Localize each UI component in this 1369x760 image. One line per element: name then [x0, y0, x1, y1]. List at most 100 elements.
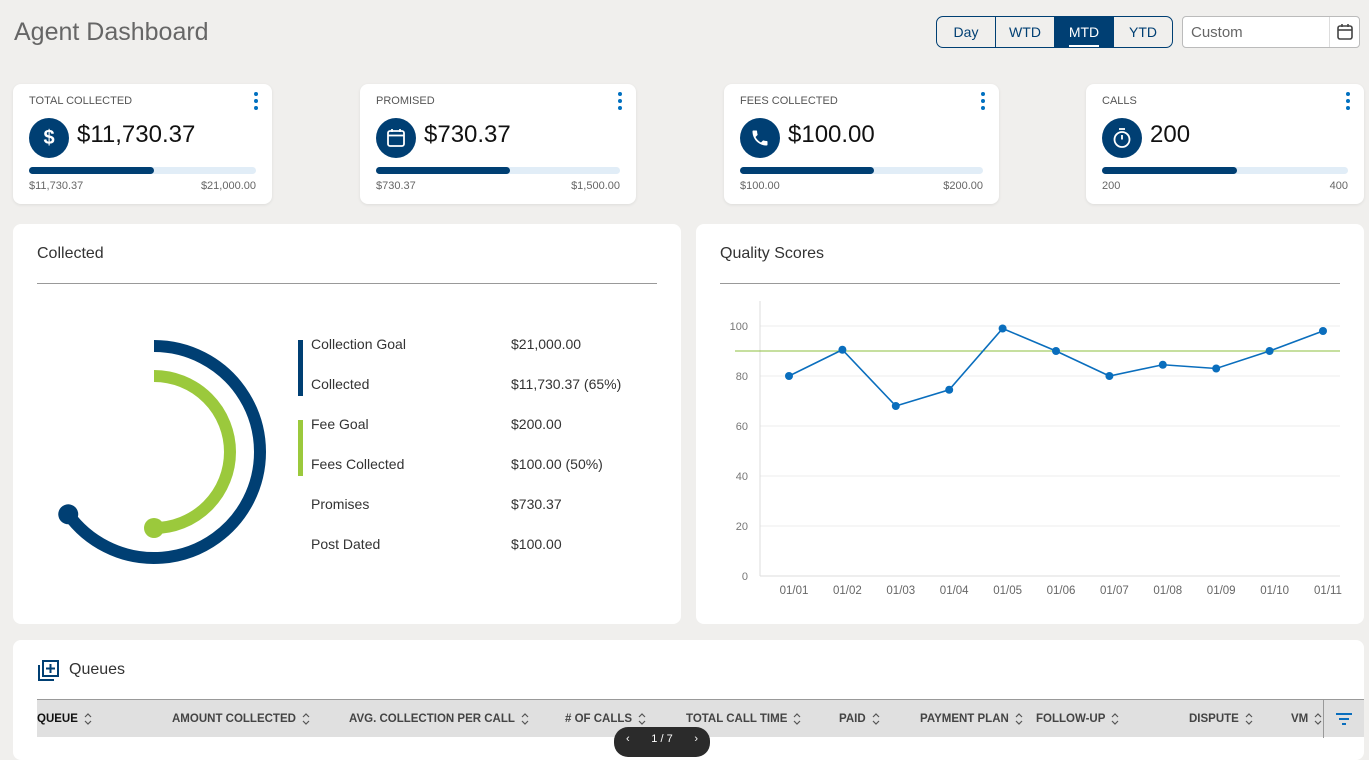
data-point[interactable] — [1158, 360, 1167, 369]
page-title: Agent Dashboard — [14, 18, 209, 46]
x-tick-label: 01/06 — [1047, 585, 1076, 597]
period-mtd[interactable]: MTD — [1055, 17, 1114, 47]
data-point[interactable] — [838, 345, 847, 354]
column-header-label: TOTAL CALL TIME — [686, 712, 788, 725]
column-header-label: DISPUTE — [1189, 712, 1239, 725]
legend-label: Fees Collected — [311, 456, 405, 472]
column-header[interactable]: TOTAL CALL TIME — [686, 700, 801, 737]
x-tick-label: 01/08 — [1153, 585, 1182, 597]
column-header[interactable]: QUEUE — [37, 700, 92, 737]
period-ytd[interactable]: YTD — [1129, 24, 1157, 40]
next-page-icon[interactable]: › — [694, 733, 698, 745]
more-options-icon[interactable] — [254, 92, 260, 110]
divider — [37, 283, 657, 284]
data-point[interactable] — [1265, 347, 1274, 355]
prev-page-icon[interactable]: ‹ — [626, 733, 630, 745]
more-options-icon[interactable] — [981, 92, 987, 110]
x-tick-label: 01/05 — [993, 585, 1022, 597]
collected-title: Collected — [37, 245, 104, 262]
y-tick-label: 60 — [736, 421, 748, 433]
data-point[interactable] — [945, 385, 954, 394]
y-tick-label: 80 — [736, 371, 748, 383]
kpi-card: TOTAL COLLECTED $ $11,730.37 $11,730.37 … — [13, 84, 272, 204]
fees-legend-bar — [298, 420, 303, 476]
column-header[interactable]: # OF CALLS — [565, 700, 646, 737]
fees-arc — [153, 370, 236, 534]
kpi-label: PROMISED — [376, 95, 435, 107]
sort-icon[interactable] — [1111, 712, 1119, 726]
data-point[interactable] — [1105, 372, 1114, 380]
collected-arc-end — [58, 504, 79, 525]
period-day[interactable]: Day — [937, 17, 996, 47]
y-tick-label: 100 — [730, 321, 748, 333]
column-header[interactable]: VM — [1291, 700, 1322, 737]
sort-icon[interactable] — [521, 712, 529, 726]
data-point[interactable] — [1319, 327, 1327, 335]
x-tick-label: 01/01 — [780, 585, 809, 597]
sort-icon[interactable] — [1015, 712, 1023, 726]
kpi-value: $100.00 — [788, 121, 875, 148]
legend-label: Post Dated — [311, 536, 381, 552]
x-tick-label: 01/10 — [1260, 585, 1289, 597]
data-point[interactable] — [891, 402, 900, 410]
column-header[interactable]: AVG. COLLECTION PER CALL — [349, 700, 529, 737]
kpi-card: CALLS 200 200 400 — [1086, 84, 1364, 204]
legend-value: $21,000.00 — [511, 336, 582, 352]
kpi-current: 200 — [1102, 180, 1121, 192]
page-indicator: 1 / 7 — [651, 733, 673, 745]
custom-date-placeholder: Custom — [1191, 23, 1243, 41]
kpi-card: PROMISED $730.37 $730.37 $1,500.00 — [360, 84, 636, 204]
custom-date-input[interactable]: Custom — [1182, 16, 1360, 48]
more-options-icon[interactable] — [618, 92, 624, 110]
kpi-progress-fill — [1102, 167, 1238, 174]
more-options-icon[interactable] — [1346, 92, 1352, 110]
sort-icon[interactable] — [84, 712, 92, 726]
quality-title: Quality Scores — [720, 245, 825, 262]
kpi-progress-fill — [740, 167, 874, 174]
sort-icon[interactable] — [793, 712, 801, 726]
data-point[interactable] — [1212, 364, 1221, 373]
y-tick-label: 0 — [742, 571, 748, 583]
divider — [720, 283, 1340, 284]
sort-icon[interactable] — [302, 712, 310, 726]
calendar-icon[interactable] — [1329, 17, 1359, 47]
kpi-label: CALLS — [1102, 95, 1137, 107]
data-point[interactable] — [1052, 347, 1060, 355]
x-tick-label: 01/03 — [886, 585, 915, 597]
queues-title: Queues — [69, 661, 126, 678]
column-header[interactable]: AMOUNT COLLECTED — [172, 700, 310, 737]
legend-label: Collected — [311, 376, 370, 392]
collected-donut — [58, 340, 266, 564]
column-header[interactable]: PAYMENT PLAN — [920, 700, 1023, 737]
kpi-current: $100.00 — [740, 180, 780, 192]
sort-icon[interactable] — [1245, 712, 1253, 726]
kpi-current: $11,730.37 — [29, 180, 84, 192]
kpi-progress-fill — [376, 167, 511, 174]
period-toggle: Day WTD MTD YTD — [936, 16, 1173, 48]
column-header-label: AVG. COLLECTION PER CALL — [349, 712, 515, 725]
sort-icon[interactable] — [638, 712, 646, 726]
column-header[interactable]: FOLLOW-UP — [1036, 700, 1119, 737]
calendar-icon — [376, 118, 416, 158]
kpi-progress-bar — [1102, 167, 1348, 174]
column-header-label: AMOUNT COLLECTED — [172, 712, 296, 725]
quality-line — [788, 327, 1324, 407]
collected-panel: Collected Collection Goal $21,000.00 Coll… — [13, 224, 681, 624]
kpi-progress-bar — [376, 167, 620, 174]
column-header[interactable]: PAID — [839, 700, 880, 737]
sort-icon[interactable] — [1314, 712, 1322, 726]
pagination-control[interactable]: ‹ 1 / 7 › — [614, 727, 710, 757]
column-header[interactable]: DISPUTE — [1189, 700, 1253, 737]
sort-icon[interactable] — [872, 712, 880, 726]
dollar-icon: $ — [29, 118, 69, 158]
data-point[interactable] — [998, 324, 1007, 333]
filter-icon[interactable] — [1323, 700, 1363, 738]
column-header-label: QUEUE — [37, 712, 78, 725]
x-tick-label: 01/07 — [1100, 585, 1129, 597]
kpi-progress-bar — [29, 167, 256, 174]
data-point[interactable] — [785, 372, 793, 380]
column-header-label: # OF CALLS — [565, 712, 633, 725]
column-header-label: PAID — [839, 712, 866, 725]
period-wtd[interactable]: WTD — [996, 17, 1055, 47]
queues-icon — [38, 660, 60, 687]
